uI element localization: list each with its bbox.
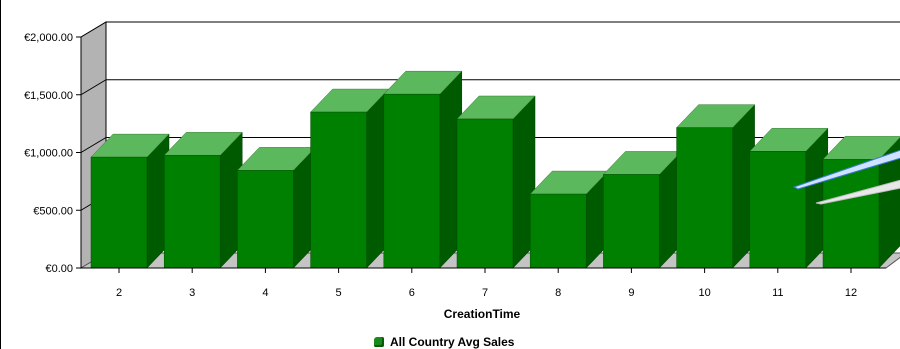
x-tick-label: 11	[772, 287, 783, 299]
overlay-streak	[815, 179, 900, 205]
gridline-diagonal	[80, 137, 107, 153]
bar	[529, 170, 609, 269]
bar	[236, 146, 316, 269]
overlay-streak	[792, 149, 900, 190]
bar-front	[237, 170, 294, 269]
bar-front	[603, 174, 660, 269]
x-tick-label: 3	[189, 287, 195, 299]
y-axis-ticks: €0.00 €500.00 €1,000.00 €1,500.00 €2,000.00	[24, 32, 82, 275]
gridline-diagonal	[80, 21, 107, 38]
bar-front	[163, 155, 221, 269]
y-tick-label: €2,000.00	[24, 32, 73, 44]
x-tick-label: 12	[845, 287, 857, 299]
bar	[456, 95, 536, 269]
bar	[310, 88, 390, 269]
bar	[90, 133, 170, 269]
bars	[90, 70, 900, 269]
x-tick-label: 7	[482, 287, 488, 299]
bar-front	[456, 118, 514, 269]
legend-label: All Country Avg Sales	[390, 334, 515, 349]
gridline-diagonal	[80, 79, 107, 96]
x-tick-label: 6	[409, 287, 415, 299]
x-tick-label: 4	[262, 287, 268, 299]
y-tick-label: €500.00	[33, 205, 73, 217]
bar-front	[310, 111, 367, 269]
x-axis-title: CreationTime	[444, 307, 521, 321]
y-tick-label: €1,500.00	[24, 90, 73, 102]
x-tick-label: 9	[628, 287, 634, 299]
x-tick-label: 8	[555, 287, 561, 299]
bar	[163, 131, 243, 269]
x-tick-label: 2	[116, 287, 122, 299]
y-tick-label: €0.00	[45, 263, 73, 275]
y-tick-label: €1,000.00	[24, 148, 73, 160]
bar	[749, 127, 829, 269]
bar-front	[749, 151, 807, 269]
legend: All Country Avg Sales	[374, 334, 514, 349]
bar	[676, 104, 756, 269]
bar	[383, 70, 463, 269]
bar-front	[529, 193, 587, 269]
legend-swatch	[374, 336, 384, 347]
bar-front	[90, 156, 148, 269]
x-tick-label: 10	[698, 287, 710, 299]
bar	[602, 150, 682, 269]
x-axis-ticks: 2 3 4 5 6 7 8 9 10 11 12	[81, 267, 886, 299]
overlay-artifact	[792, 149, 900, 205]
x-tick-label: 5	[336, 287, 342, 299]
bar-front	[676, 127, 733, 269]
bar-front	[383, 93, 441, 269]
